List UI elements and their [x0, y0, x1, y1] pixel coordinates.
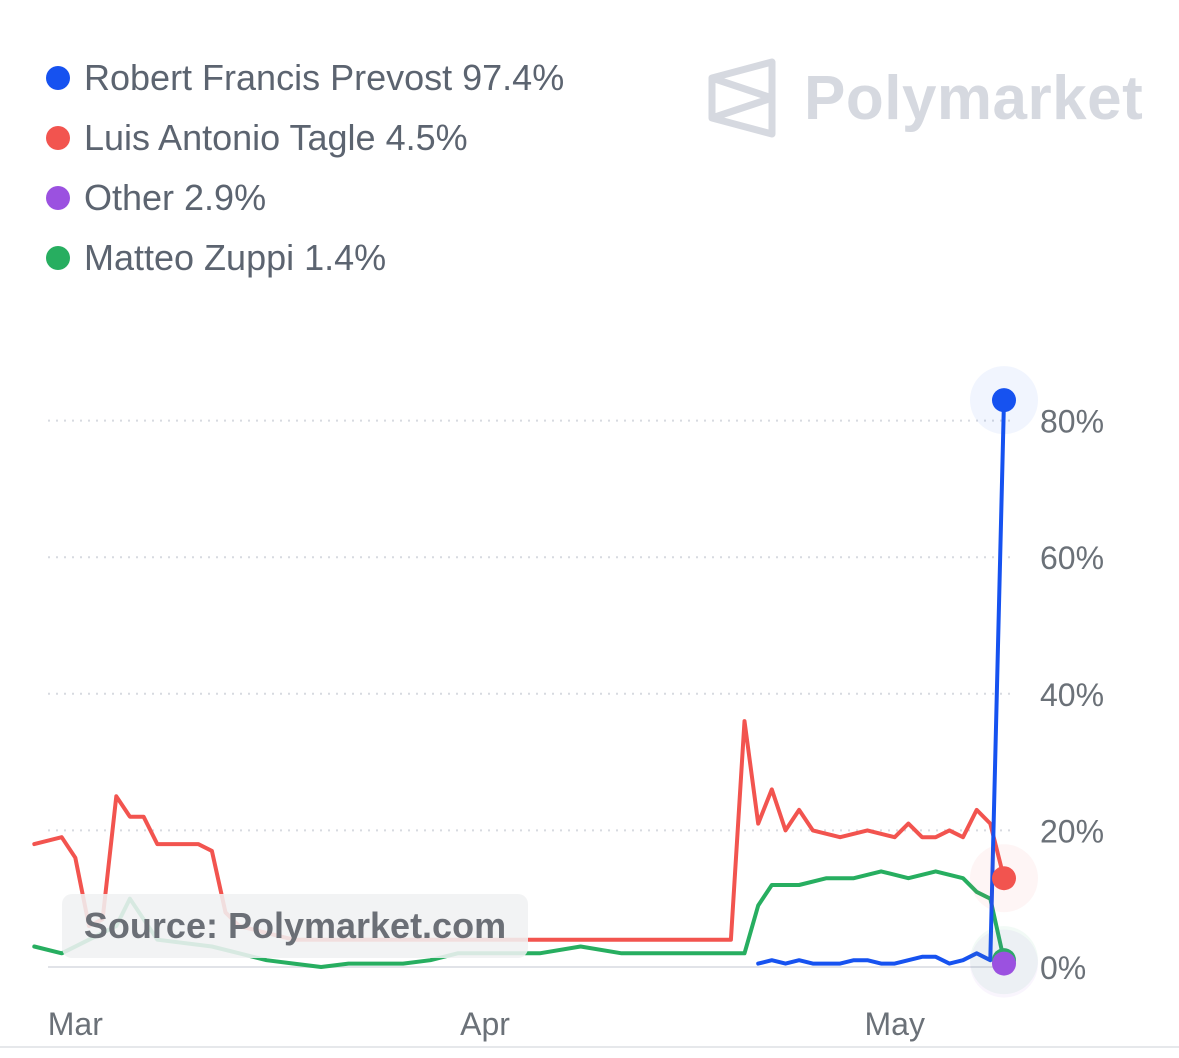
y-tick-label: 80% [1040, 404, 1104, 440]
legend-item-other: Other 2.9% [46, 168, 564, 228]
legend-item-zuppi: Matteo Zuppi 1.4% [46, 228, 564, 288]
legend-label: Other 2.9% [84, 177, 267, 218]
endpoint-marker [992, 866, 1016, 891]
bottom-divider [0, 1046, 1179, 1048]
endpoint-marker [992, 388, 1016, 413]
source-text: Source: Polymarket.com [83, 905, 507, 946]
series-line [756, 398, 1006, 966]
brand-watermark: Polymarket [708, 58, 1143, 138]
legend-dot-icon [46, 246, 70, 270]
y-tick-label: 40% [1040, 677, 1104, 713]
y-tick-label: 60% [1040, 540, 1104, 576]
x-tick-label: Apr [460, 1006, 510, 1042]
legend-label: Robert Francis Prevost 97.4% [84, 57, 565, 98]
y-tick-label: 20% [1040, 813, 1104, 849]
source-caption: Source: Polymarket.com [62, 894, 528, 958]
legend-label: Luis Antonio Tagle 4.5% [84, 117, 468, 158]
legend-item-prevost: Robert Francis Prevost 97.4% [46, 48, 564, 108]
legend-dot-icon [46, 126, 70, 150]
legend-label: Matteo Zuppi 1.4% [84, 237, 387, 278]
legend-dot-icon [46, 186, 70, 210]
y-tick-label: 0% [1040, 950, 1086, 986]
chart-legend: Robert Francis Prevost 97.4% Luis Antoni… [46, 48, 564, 288]
x-tick-label: May [865, 1006, 925, 1042]
legend-dot-icon [46, 66, 70, 90]
polymarket-logo-icon [708, 58, 776, 138]
endpoint-marker [992, 951, 1016, 976]
brand-name: Polymarket [804, 63, 1144, 133]
legend-item-tagle: Luis Antonio Tagle 4.5% [46, 108, 564, 168]
x-tick-label: Mar [48, 1006, 103, 1042]
